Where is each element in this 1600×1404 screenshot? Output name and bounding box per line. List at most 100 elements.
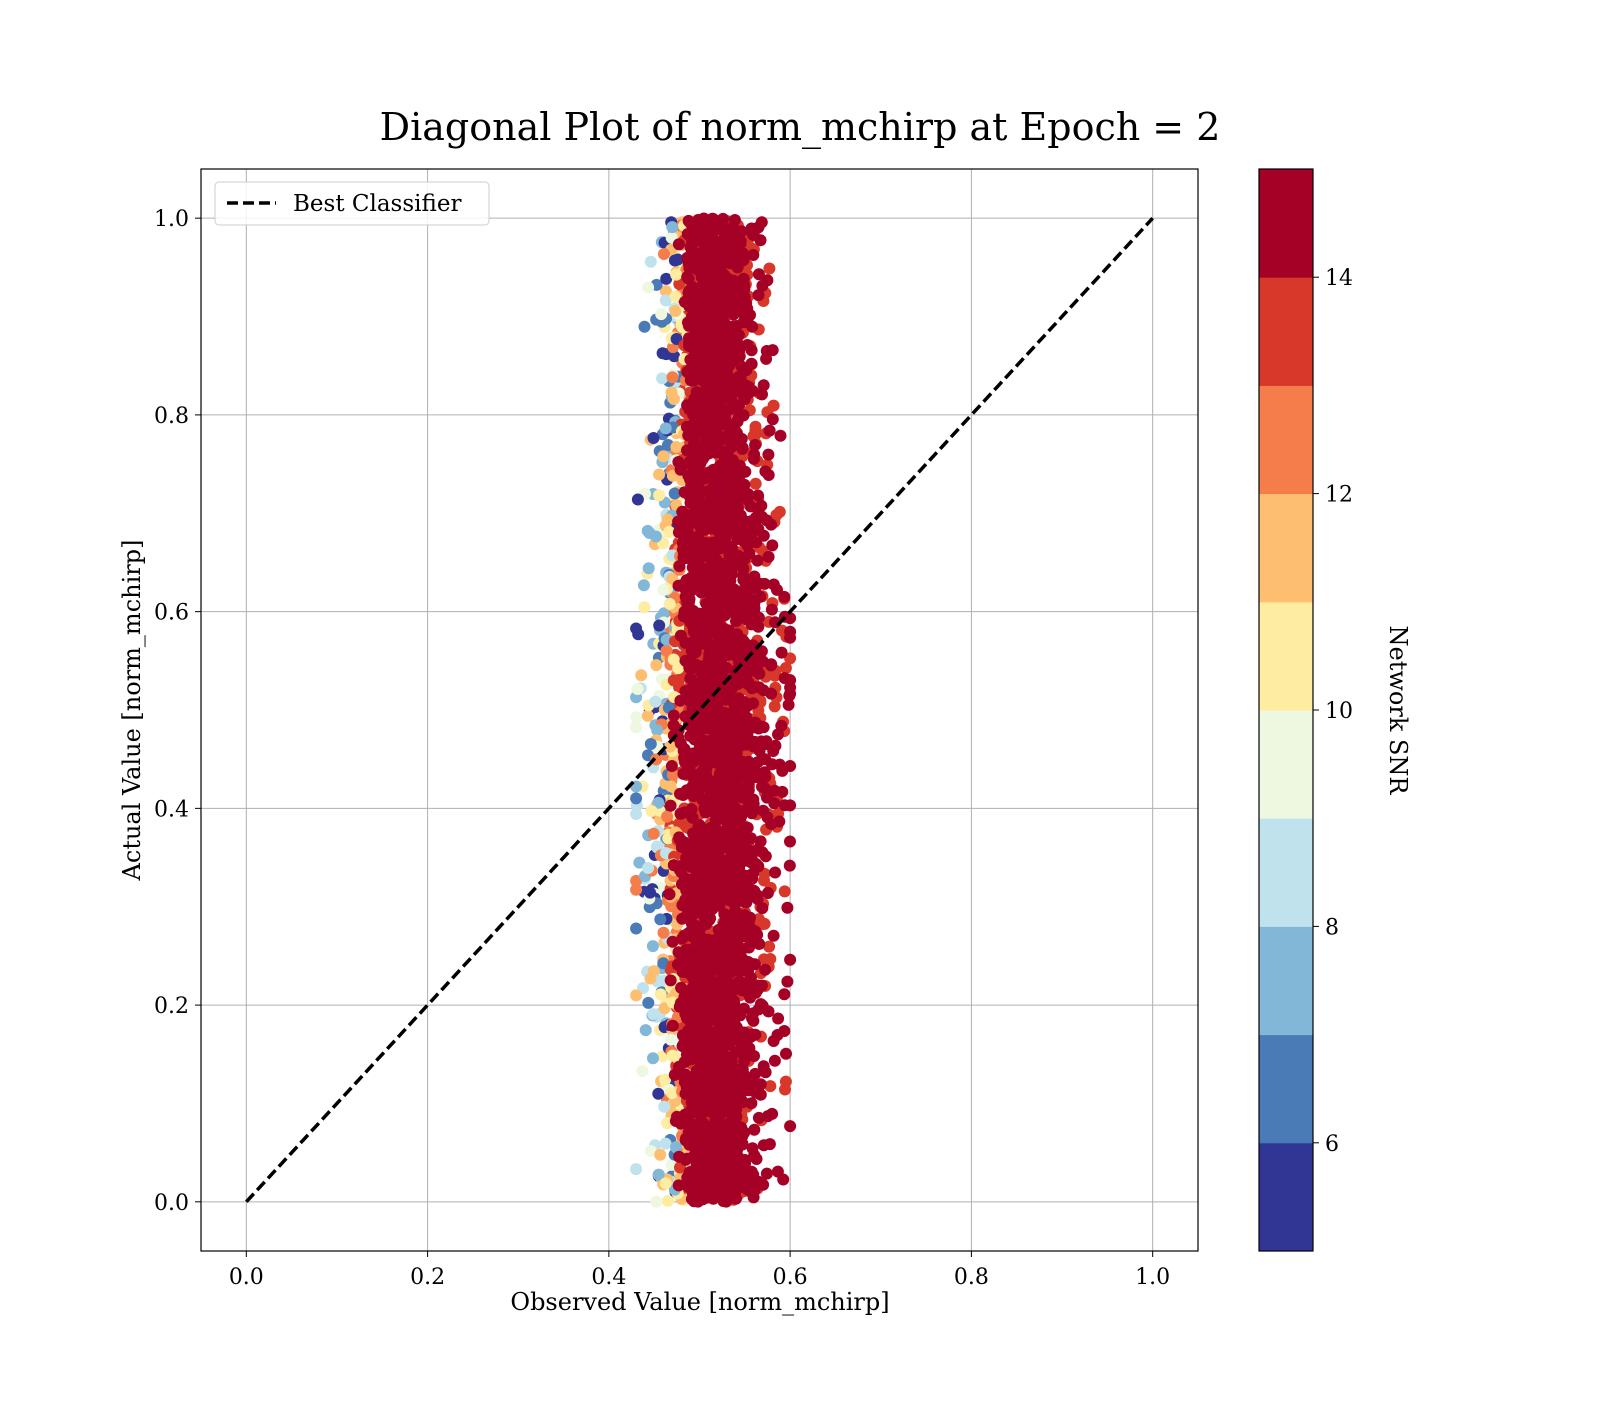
scatter-point bbox=[687, 1150, 700, 1163]
scatter-point bbox=[666, 371, 679, 384]
scatter-point bbox=[745, 659, 757, 672]
scatter-point bbox=[659, 285, 672, 298]
scatter-point bbox=[704, 752, 717, 765]
scatter-point bbox=[710, 734, 723, 747]
scatter-point bbox=[715, 978, 728, 991]
scatter-point bbox=[730, 759, 743, 772]
scatter-point bbox=[639, 1024, 652, 1037]
scatter-point bbox=[672, 946, 685, 959]
scatter-point bbox=[689, 483, 702, 496]
scatter-point bbox=[726, 1163, 739, 1176]
scatter-point bbox=[763, 424, 776, 437]
scatter-point bbox=[739, 1074, 752, 1087]
scatter-point bbox=[773, 815, 786, 828]
scatter-point bbox=[723, 748, 736, 761]
scatter-point bbox=[735, 810, 748, 822]
scatter-point bbox=[703, 353, 716, 365]
scatter-point bbox=[717, 284, 730, 297]
scatter-point bbox=[703, 1099, 716, 1112]
scatter-point bbox=[687, 730, 700, 743]
colorbar-tick-label: 10 bbox=[1325, 699, 1353, 724]
scatter-point bbox=[747, 452, 760, 465]
scatter-point bbox=[753, 744, 766, 757]
scatter-point bbox=[749, 1067, 762, 1080]
scatter-point bbox=[698, 762, 711, 775]
scatter-point bbox=[645, 805, 658, 817]
scatter-point bbox=[732, 887, 745, 900]
x-tick-label: 0.8 bbox=[954, 1265, 989, 1290]
scatter-point bbox=[745, 1097, 758, 1110]
scatter-point bbox=[750, 1153, 763, 1165]
scatter-point bbox=[762, 469, 775, 481]
scatter-point bbox=[668, 393, 680, 405]
scatter-point bbox=[680, 611, 693, 624]
scatter-point bbox=[709, 813, 722, 826]
scatter-point bbox=[682, 316, 694, 329]
scatter-point bbox=[703, 972, 716, 985]
scatter-point bbox=[708, 235, 721, 248]
scatter-point bbox=[630, 1163, 643, 1176]
scatter-point bbox=[661, 810, 674, 823]
scatter-point bbox=[717, 489, 730, 502]
scatter-point bbox=[669, 305, 682, 317]
scatter-point bbox=[664, 740, 677, 753]
scatter-point bbox=[679, 1003, 692, 1016]
scatter-point bbox=[669, 290, 682, 303]
scatter-point bbox=[726, 464, 739, 477]
scatter-point bbox=[763, 262, 776, 275]
scatter-point bbox=[696, 1079, 709, 1092]
scatter-point bbox=[740, 364, 753, 377]
scatter-point bbox=[690, 868, 703, 881]
scatter-point bbox=[724, 1071, 736, 1084]
scatter-point bbox=[674, 694, 687, 707]
scatter-point bbox=[699, 616, 712, 629]
scatter-point bbox=[670, 1141, 682, 1154]
scatter-point bbox=[724, 680, 737, 693]
scatter-point bbox=[679, 893, 692, 906]
scatter-point bbox=[740, 896, 753, 909]
scatter-point bbox=[668, 254, 681, 267]
scatter-point bbox=[742, 488, 755, 500]
scatter-point bbox=[752, 289, 765, 302]
scatter-point bbox=[758, 766, 771, 779]
scatter-point bbox=[658, 1100, 671, 1113]
scatter-point bbox=[731, 876, 744, 889]
scatter-point bbox=[659, 294, 672, 307]
scatter-point bbox=[756, 780, 768, 793]
scatter-point bbox=[641, 709, 654, 722]
scatter-point bbox=[653, 489, 666, 502]
scatter-point bbox=[736, 1095, 749, 1108]
scatter-point bbox=[757, 379, 770, 392]
scatter-point bbox=[766, 1107, 779, 1120]
scatter-point bbox=[759, 753, 772, 766]
scatter-point bbox=[754, 998, 767, 1011]
scatter-point bbox=[661, 513, 674, 526]
scatter-point bbox=[725, 966, 738, 979]
legend-box bbox=[214, 181, 490, 226]
scatter-point bbox=[731, 532, 744, 545]
scatter-point bbox=[659, 1177, 672, 1190]
scatter-point bbox=[724, 1119, 737, 1132]
scatter-point bbox=[725, 1025, 738, 1038]
scatter-point bbox=[784, 612, 797, 625]
scatter-point bbox=[774, 429, 787, 442]
scatter-point bbox=[748, 735, 761, 748]
scatter-point bbox=[754, 234, 767, 247]
scatter-point bbox=[630, 711, 643, 724]
scatter-point bbox=[680, 1132, 692, 1145]
colorbar-tick-label: 6 bbox=[1325, 1132, 1339, 1157]
scatter-point bbox=[712, 1113, 725, 1126]
scatter-point bbox=[682, 928, 695, 941]
scatter-point bbox=[749, 439, 762, 451]
scatter-point bbox=[666, 1019, 679, 1032]
scatter-point bbox=[748, 1123, 761, 1136]
scatter-point bbox=[760, 1167, 773, 1180]
scatter-point bbox=[732, 976, 745, 989]
scatter-point bbox=[630, 989, 643, 1002]
scatter-point bbox=[741, 821, 754, 834]
scatter-point bbox=[656, 1050, 669, 1063]
scatter-point bbox=[666, 221, 679, 234]
scatter-point bbox=[712, 662, 725, 675]
scatter-point bbox=[737, 254, 750, 266]
